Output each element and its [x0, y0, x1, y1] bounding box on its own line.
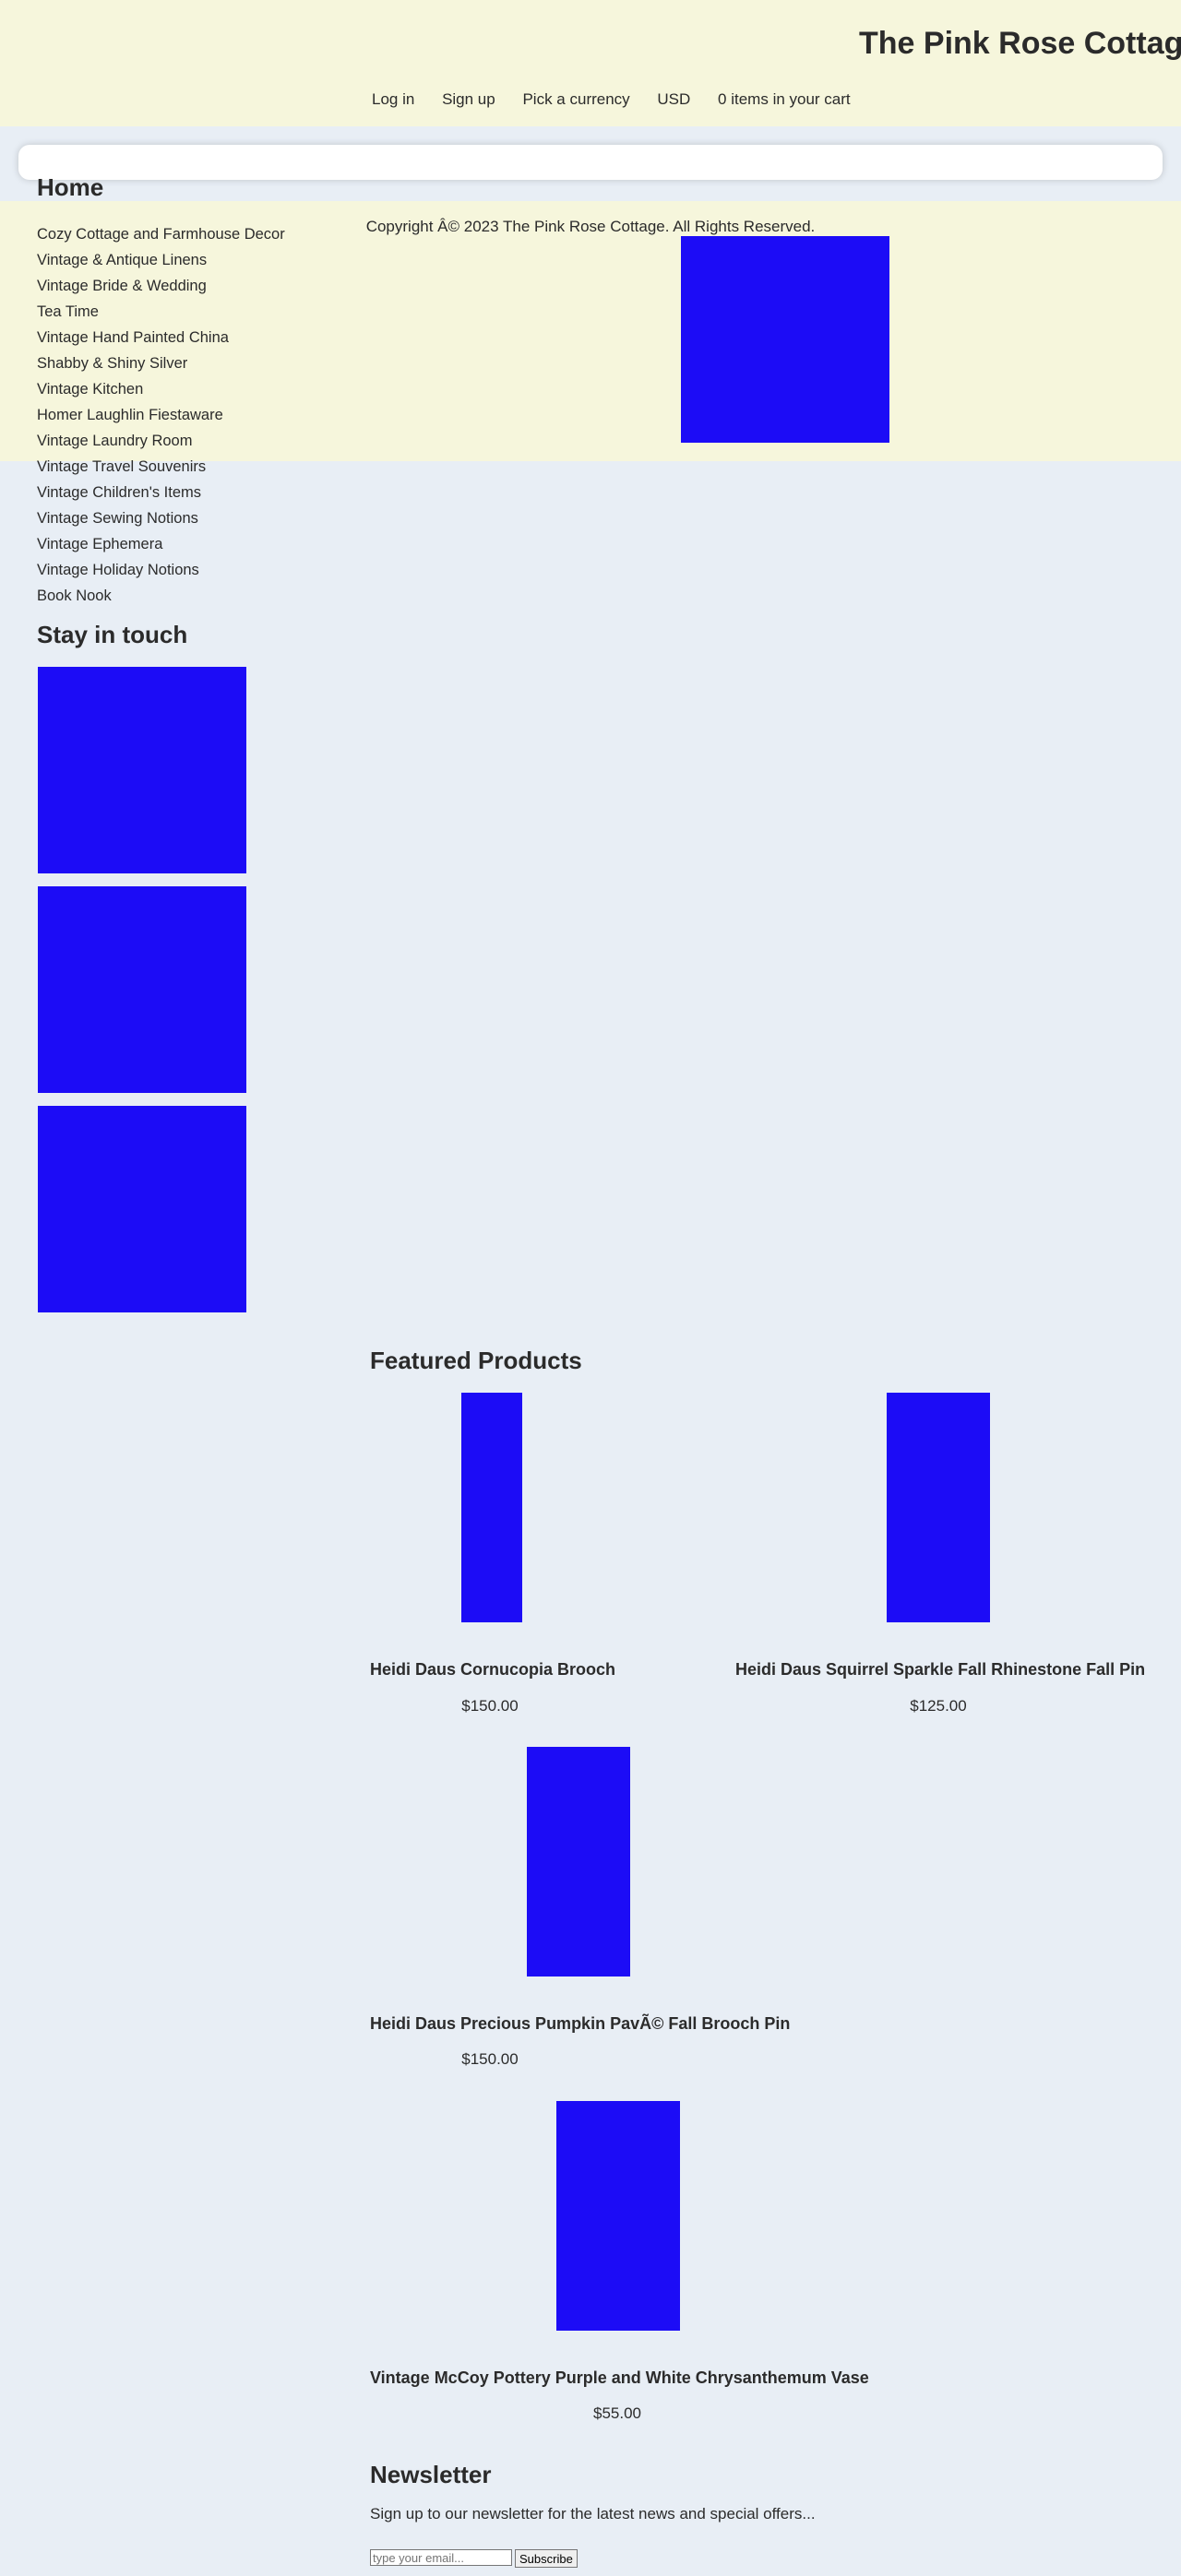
category-link[interactable]: Vintage Children's Items: [37, 484, 202, 501]
footer-image: [681, 236, 889, 443]
product-image[interactable]: [887, 1393, 990, 1622]
product-image[interactable]: [556, 2101, 680, 2331]
newsletter-email-input[interactable]: [370, 2549, 512, 2566]
product-title[interactable]: Heidi Daus Squirrel Sparkle Fall Rhinest…: [735, 1660, 1146, 1679]
product-price: $125.00: [910, 1697, 967, 1715]
currency-picker-link[interactable]: Pick a currency: [522, 90, 630, 108]
copyright-text: Copyright Â© 2023 The Pink Rose Cottage.…: [365, 218, 816, 235]
top-nav: Log in Sign up Pick a currency USD 0 ite…: [372, 90, 874, 109]
product-title[interactable]: Heidi Daus Precious Pumpkin PavÃ© Fall B…: [370, 2014, 791, 2033]
site-footer: [0, 201, 1181, 461]
category-link[interactable]: Cozy Cottage and Farmhouse Decor: [37, 226, 285, 243]
stay-in-touch-heading: Stay in touch: [37, 621, 188, 648]
home-heading[interactable]: Home: [37, 173, 104, 201]
product-title[interactable]: Vintage McCoy Pottery Purple and White C…: [370, 2368, 869, 2387]
product-image[interactable]: [461, 1393, 522, 1622]
site-header: The Pink Rose Cottage Log in Sign up Pic…: [0, 0, 1181, 126]
site-title[interactable]: The Pink Rose Cottage: [859, 26, 1181, 61]
newsletter-text: Sign up to our newsletter for the latest…: [370, 2505, 816, 2523]
subscribe-button[interactable]: Subscribe: [515, 2549, 578, 2568]
category-link[interactable]: Vintage Ephemera: [37, 536, 163, 552]
login-link[interactable]: Log in: [372, 90, 415, 108]
category-link[interactable]: Shabby & Shiny Silver: [37, 355, 188, 372]
cart-link[interactable]: 0 items in your cart: [718, 90, 851, 108]
social-image[interactable]: [38, 1106, 246, 1312]
product-image[interactable]: [527, 1747, 630, 1977]
category-link[interactable]: Vintage Hand Painted China: [37, 329, 229, 346]
signup-link[interactable]: Sign up: [442, 90, 495, 108]
social-image[interactable]: [38, 667, 246, 873]
category-link[interactable]: Vintage Travel Souvenirs: [37, 458, 207, 475]
category-link[interactable]: Tea Time: [37, 303, 99, 320]
featured-products-heading: Featured Products: [370, 1347, 582, 1374]
category-link[interactable]: Book Nook: [37, 588, 112, 604]
category-link[interactable]: Vintage Laundry Room: [37, 433, 193, 449]
category-link[interactable]: Vintage Sewing Notions: [37, 510, 198, 527]
product-title[interactable]: Heidi Daus Cornucopia Brooch: [370, 1660, 616, 1679]
product-price: $150.00: [461, 1697, 519, 1715]
category-link[interactable]: Vintage Holiday Notions: [37, 562, 199, 578]
category-link[interactable]: Homer Laughlin Fiestaware: [37, 407, 223, 423]
category-link[interactable]: Vintage Kitchen: [37, 381, 144, 398]
newsletter-heading: Newsletter: [370, 2461, 492, 2488]
category-link[interactable]: Vintage & Antique Linens: [37, 252, 208, 268]
category-link[interactable]: Vintage Bride & Wedding: [37, 278, 207, 294]
product-price: $150.00: [461, 2050, 519, 2068]
search-bar[interactable]: [18, 145, 1163, 180]
category-nav: Cozy Cottage and Farmhouse Decor Vintage…: [37, 224, 285, 611]
currency-usd-link[interactable]: USD: [657, 90, 691, 108]
product-price: $55.00: [593, 2404, 641, 2422]
social-image[interactable]: [38, 886, 246, 1093]
